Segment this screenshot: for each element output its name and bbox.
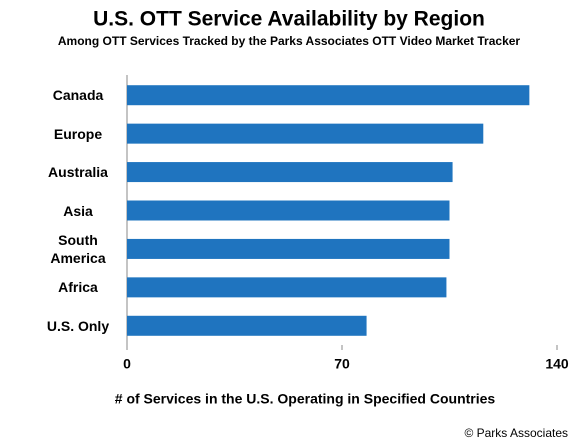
- bar: [127, 85, 530, 106]
- x-tick-label: 70: [334, 356, 350, 372]
- source-note: © Parks Associates: [464, 426, 568, 440]
- y-tick-label: Australia: [48, 164, 108, 181]
- bar: [127, 277, 447, 298]
- bar: [127, 315, 367, 336]
- bar: [127, 123, 484, 144]
- y-tick-label: South America: [50, 231, 106, 266]
- y-tick-label: Africa: [58, 279, 98, 296]
- chart-title: U.S. OTT Service Availability by Region: [93, 8, 485, 31]
- x-tick-label: 140: [545, 356, 569, 372]
- bar: [127, 238, 450, 259]
- y-tick-label: Canada: [52, 87, 104, 104]
- bar: [127, 200, 450, 221]
- x-axis-title: # of Services in the U.S. Operating in S…: [115, 391, 496, 407]
- chart-subtitle: Among OTT Services Tracked by the Parks …: [58, 34, 521, 48]
- bar: [127, 162, 453, 183]
- y-tick-label: Asia: [63, 202, 93, 219]
- y-tick-label: U.S. Only: [46, 317, 110, 334]
- y-tick-label: Europe: [53, 125, 103, 142]
- x-tick-label: 0: [123, 356, 131, 372]
